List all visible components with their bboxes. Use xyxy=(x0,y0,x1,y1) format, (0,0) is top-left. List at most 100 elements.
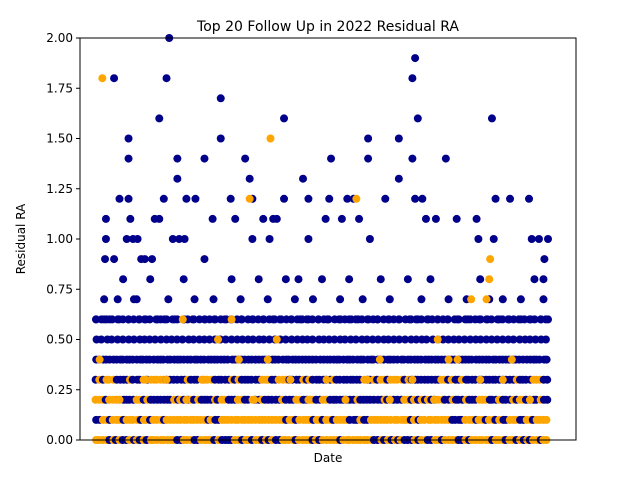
data-point xyxy=(248,235,257,243)
data-point xyxy=(531,335,540,344)
data-point xyxy=(467,295,476,304)
data-point xyxy=(259,315,268,324)
y-tick-label: 0.75 xyxy=(46,282,73,296)
data-point xyxy=(155,114,164,123)
data-point xyxy=(539,275,548,284)
data-point xyxy=(280,114,289,123)
data-point xyxy=(178,315,187,324)
data-point xyxy=(321,214,330,223)
data-point xyxy=(216,94,225,103)
data-point xyxy=(536,315,545,324)
data-point xyxy=(153,315,162,324)
data-point xyxy=(525,194,534,203)
data-point xyxy=(422,335,431,344)
data-point xyxy=(351,335,360,344)
data-point xyxy=(330,335,339,344)
data-point xyxy=(190,295,199,304)
data-point xyxy=(516,315,525,324)
data-point xyxy=(189,335,198,344)
data-point xyxy=(110,255,119,264)
data-point xyxy=(110,74,119,83)
data-point xyxy=(472,214,481,223)
data-point xyxy=(421,214,430,223)
data-point xyxy=(354,315,363,324)
data-point xyxy=(269,315,278,324)
data-point xyxy=(544,235,552,243)
data-point xyxy=(530,275,539,284)
data-point xyxy=(539,295,548,304)
data-point xyxy=(214,335,223,344)
data-point xyxy=(453,355,462,364)
data-point xyxy=(340,335,349,344)
data-point xyxy=(98,74,107,83)
data-point xyxy=(124,154,133,163)
data-point xyxy=(482,295,491,304)
data-point xyxy=(299,174,308,183)
data-point xyxy=(180,235,189,243)
data-point xyxy=(170,315,179,324)
data-point xyxy=(453,315,462,324)
data-point xyxy=(352,194,361,203)
y-axis: 0.00 0.25 0.50 0.75 1.00 1.25 1.50 1.75 2.00 xyxy=(46,31,80,447)
data-point xyxy=(401,335,410,344)
data-point xyxy=(495,315,504,324)
data-point xyxy=(364,154,373,163)
data-point xyxy=(266,134,275,143)
data-point xyxy=(534,235,543,243)
data-point xyxy=(231,214,240,223)
data-point xyxy=(208,214,217,223)
data-point xyxy=(155,214,164,223)
data-point xyxy=(364,134,373,143)
y-tick-label: 0.50 xyxy=(46,333,73,347)
data-point xyxy=(236,295,245,304)
data-point xyxy=(460,335,469,344)
data-point xyxy=(543,375,552,384)
data-point xyxy=(454,335,463,344)
data-point xyxy=(476,335,485,344)
data-point xyxy=(526,315,535,324)
data-point xyxy=(216,134,225,143)
data-point xyxy=(265,335,274,344)
data-point xyxy=(345,315,354,324)
data-point xyxy=(198,375,207,384)
data-point xyxy=(525,335,534,344)
data-point xyxy=(403,275,412,284)
data-point xyxy=(443,315,452,324)
data-point xyxy=(188,315,197,324)
data-point xyxy=(122,235,131,243)
data-point xyxy=(486,255,495,264)
data-point xyxy=(156,335,165,344)
data-point xyxy=(444,335,453,344)
data-point xyxy=(182,395,191,404)
data-point xyxy=(463,315,472,324)
data-point xyxy=(509,335,518,344)
data-point xyxy=(133,235,142,243)
data-point xyxy=(412,335,421,344)
data-point xyxy=(363,375,372,384)
data-point xyxy=(107,335,116,344)
data-point xyxy=(119,275,128,284)
data-point xyxy=(485,275,494,284)
data-point xyxy=(95,355,104,364)
data-point xyxy=(115,194,124,203)
data-point xyxy=(376,275,385,284)
data-point xyxy=(476,275,485,284)
data-point xyxy=(205,335,214,344)
data-point xyxy=(335,315,344,324)
data-point xyxy=(129,335,138,344)
data-point xyxy=(97,335,106,344)
plot-area xyxy=(91,34,552,444)
data-point xyxy=(395,335,404,344)
data-point xyxy=(411,54,420,63)
data-point xyxy=(314,315,323,324)
data-point xyxy=(259,335,268,344)
data-point xyxy=(92,315,100,324)
data-point xyxy=(146,275,155,284)
data-point xyxy=(220,315,229,324)
data-point xyxy=(413,315,422,324)
data-point xyxy=(308,335,317,344)
data-point xyxy=(491,194,500,203)
data-point xyxy=(505,315,514,324)
data-point xyxy=(101,235,110,243)
